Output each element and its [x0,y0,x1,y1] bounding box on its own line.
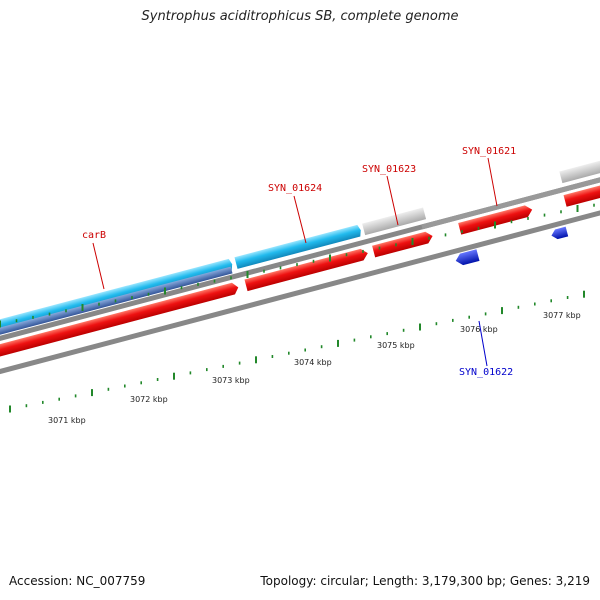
gray-backbone-right [421,160,600,230]
gene-label-SYN_01621[interactable]: SYN_01621 [462,146,516,157]
ruler-label-3074: 3074 kbp [294,358,332,367]
leader-line-SYN_01624 [293,195,307,244]
gene-label-carB[interactable]: carB [82,230,106,241]
red-gene-SYN_01623[interactable] [372,230,434,258]
blue-gene-right[interactable] [550,226,569,241]
ruler-label-3077: 3077 kbp [543,311,581,320]
genome-stats-text: Topology: circular; Length: 3,179,300 bp… [260,574,590,588]
ruler-label-3075: 3075 kbp [377,341,415,350]
leader-line-SYN_01623 [386,175,399,226]
tick-track-lower [9,290,585,413]
blue-gene-SYN_01622[interactable] [454,249,480,266]
ruler-label-3072: 3072 kbp [130,395,168,404]
ruler-label-3076: 3076 kbp [460,325,498,334]
red-gene-carB[interactable] [0,282,240,368]
gray-gene-2[interactable] [559,148,600,184]
gene-label-SYN_01622[interactable]: SYN_01622 [459,367,513,378]
red-gene-SYN_01621[interactable] [458,204,534,235]
gene-label-SYN_01624[interactable]: SYN_01624 [268,183,322,194]
red-gene-SYN_01624[interactable] [244,247,369,292]
ruler-label-3071: 3071 kbp [48,416,86,425]
tick-track-upper [0,203,595,328]
genome-backbone [0,195,600,385]
gene-label-SYN_01623[interactable]: SYN_01623 [362,164,416,175]
leader-line-SYN_01622 [478,320,488,367]
gray-gene-1[interactable] [362,207,427,236]
map-title: Syntrophus aciditrophicus SB, complete g… [141,9,459,24]
ruler-label-3073: 3073 kbp [212,376,250,385]
steel-gene-upper-left[interactable] [0,266,233,348]
accession-text: Accession: NC_007759 [9,574,146,588]
cyan-gene-SYN_01624[interactable] [234,224,362,269]
leader-line-carB [92,242,105,290]
leader-line-SYN_01621 [487,157,498,207]
red-gene-right[interactable] [563,172,600,207]
